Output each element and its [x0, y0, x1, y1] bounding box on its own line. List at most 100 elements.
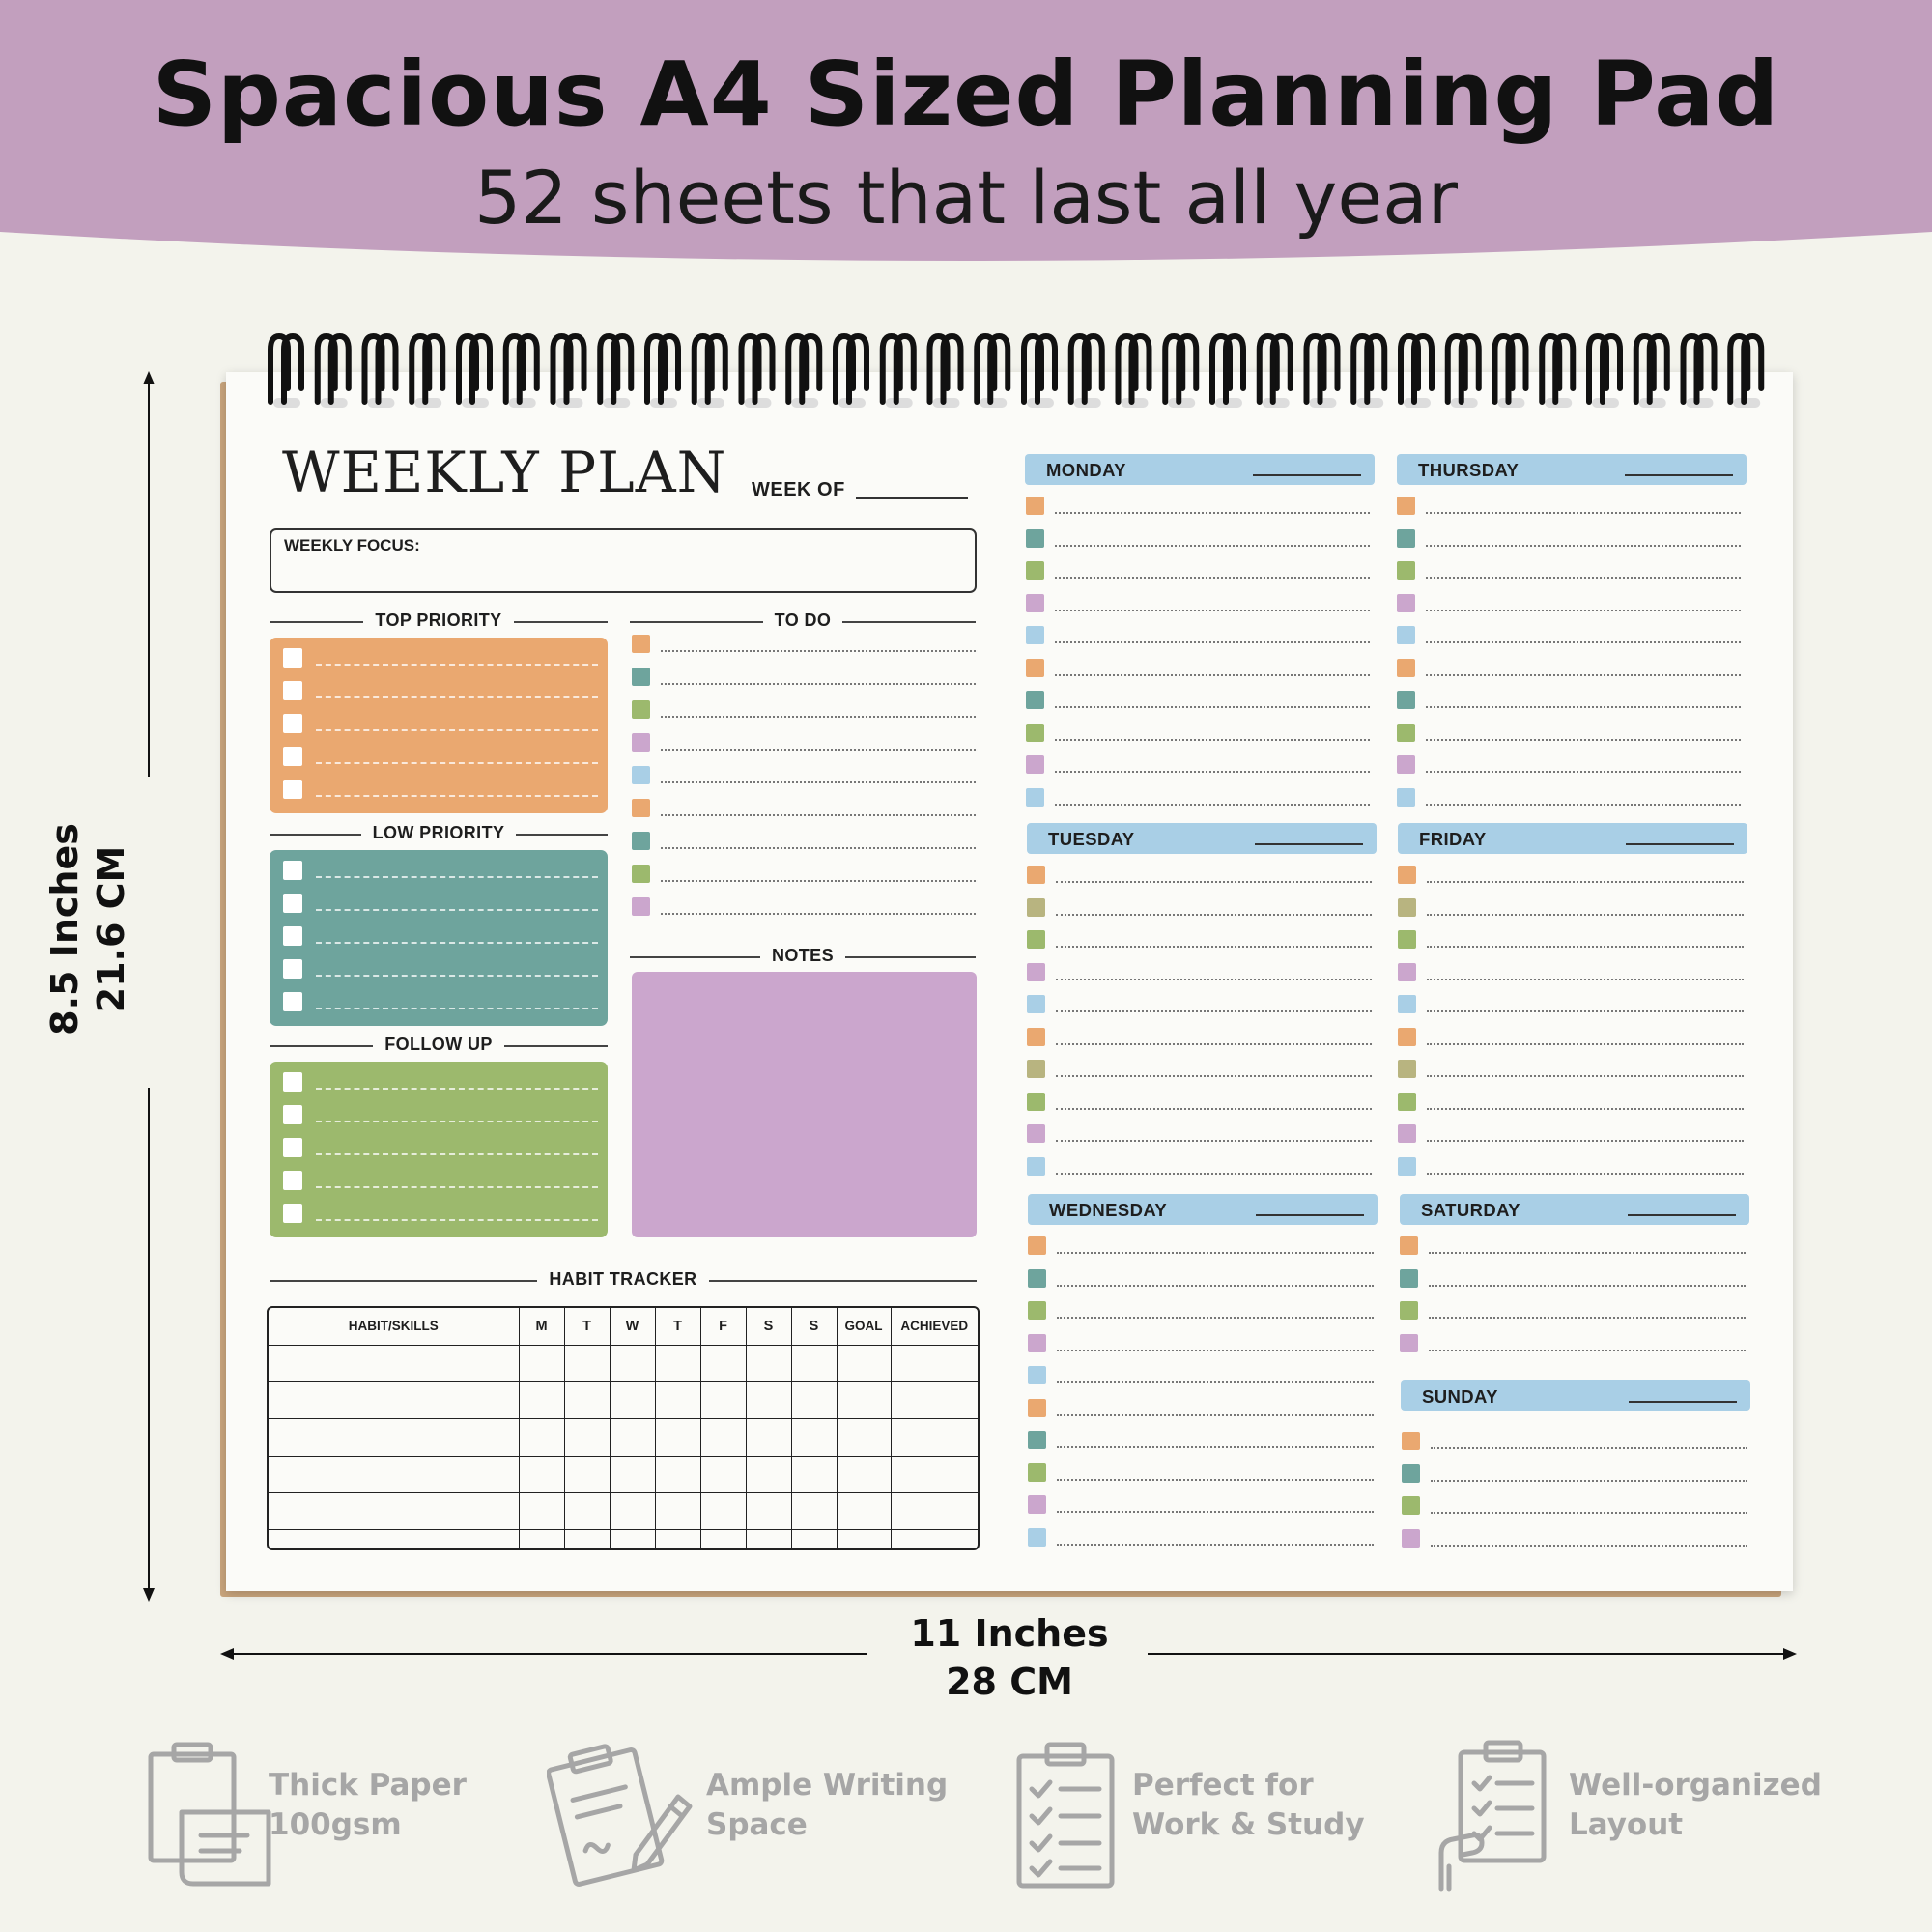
writing-line[interactable] — [1055, 803, 1370, 806]
writing-line[interactable] — [1055, 577, 1370, 579]
writing-line[interactable] — [316, 664, 598, 666]
writing-line[interactable] — [1055, 706, 1370, 708]
habit-cell[interactable] — [699, 1380, 747, 1420]
writing-line[interactable] — [1427, 913, 1744, 916]
habit-cell[interactable] — [269, 1380, 520, 1420]
writing-line[interactable] — [1429, 1252, 1746, 1254]
habit-cell[interactable] — [790, 1529, 838, 1548]
writing-line[interactable] — [1431, 1479, 1747, 1482]
habit-cell[interactable] — [518, 1418, 565, 1457]
habit-cell[interactable] — [654, 1418, 701, 1457]
writing-line[interactable] — [1426, 609, 1741, 611]
habit-cell[interactable] — [269, 1529, 520, 1548]
habit-cell[interactable] — [518, 1529, 565, 1548]
writing-line[interactable] — [1429, 1349, 1746, 1351]
habit-cell[interactable] — [890, 1492, 978, 1531]
habit-cell[interactable] — [790, 1418, 838, 1457]
writing-line[interactable] — [1427, 1172, 1744, 1175]
writing-line[interactable] — [1427, 1010, 1744, 1012]
habit-cell[interactable] — [609, 1529, 656, 1548]
habit-cell[interactable] — [745, 1529, 792, 1548]
writing-line[interactable] — [316, 1121, 598, 1122]
writing-line[interactable] — [1426, 544, 1741, 547]
writing-line[interactable] — [1427, 1107, 1744, 1110]
writing-line[interactable] — [316, 729, 598, 731]
habit-cell[interactable] — [790, 1455, 838, 1493]
writing-line[interactable] — [1057, 1349, 1374, 1351]
checkbox[interactable] — [283, 648, 302, 668]
writing-line[interactable] — [316, 762, 598, 764]
writing-line[interactable] — [1056, 1010, 1372, 1012]
checkbox[interactable] — [283, 1105, 302, 1124]
habit-cell[interactable] — [269, 1418, 520, 1457]
habit-cell[interactable] — [890, 1380, 978, 1420]
writing-line[interactable] — [1055, 738, 1370, 741]
habit-cell[interactable] — [609, 1344, 656, 1382]
checkbox[interactable] — [283, 747, 302, 766]
writing-line[interactable] — [661, 683, 976, 685]
habit-cell[interactable] — [654, 1492, 701, 1531]
writing-line[interactable] — [1056, 1172, 1372, 1175]
habit-cell[interactable] — [563, 1380, 611, 1420]
habit-cell[interactable] — [699, 1344, 747, 1382]
habit-cell[interactable] — [269, 1455, 520, 1493]
writing-line[interactable] — [661, 781, 976, 783]
habit-cell[interactable] — [836, 1529, 892, 1548]
habit-cell[interactable] — [563, 1492, 611, 1531]
habit-cell[interactable] — [654, 1455, 701, 1493]
habit-cell[interactable] — [563, 1529, 611, 1548]
writing-line[interactable] — [1431, 1544, 1747, 1547]
writing-line[interactable] — [1055, 544, 1370, 547]
writing-line[interactable] — [1431, 1512, 1747, 1514]
writing-line[interactable] — [1056, 1042, 1372, 1045]
habit-cell[interactable] — [654, 1344, 701, 1382]
writing-line[interactable] — [316, 975, 598, 977]
habit-cell[interactable] — [745, 1492, 792, 1531]
writing-line[interactable] — [661, 749, 976, 751]
writing-line[interactable] — [1057, 1317, 1374, 1319]
writing-line[interactable] — [1429, 1284, 1746, 1287]
checkbox[interactable] — [283, 894, 302, 913]
writing-line[interactable] — [316, 696, 598, 698]
checkbox[interactable] — [283, 861, 302, 880]
habit-cell[interactable] — [745, 1380, 792, 1420]
checkbox[interactable] — [283, 1204, 302, 1223]
writing-line[interactable] — [1057, 1478, 1374, 1481]
writing-line[interactable] — [1426, 641, 1741, 643]
checkbox[interactable] — [283, 714, 302, 733]
writing-line[interactable] — [1057, 1252, 1374, 1254]
habit-cell[interactable] — [518, 1455, 565, 1493]
writing-line[interactable] — [316, 876, 598, 878]
writing-line[interactable] — [316, 942, 598, 944]
writing-line[interactable] — [661, 814, 976, 816]
writing-line[interactable] — [1429, 1317, 1746, 1319]
habit-cell[interactable] — [890, 1344, 978, 1382]
checkbox[interactable] — [283, 1138, 302, 1157]
habit-cell[interactable] — [836, 1344, 892, 1382]
writing-line[interactable] — [316, 1153, 598, 1155]
writing-line[interactable] — [1056, 1075, 1372, 1077]
writing-line[interactable] — [1057, 1446, 1374, 1448]
habit-cell[interactable] — [790, 1344, 838, 1382]
writing-line[interactable] — [661, 650, 976, 652]
writing-line[interactable] — [1427, 978, 1744, 980]
habit-cell[interactable] — [890, 1529, 978, 1548]
writing-line[interactable] — [1056, 946, 1372, 948]
writing-line[interactable] — [1426, 512, 1741, 514]
habit-cell[interactable] — [836, 1380, 892, 1420]
habit-cell[interactable] — [518, 1344, 565, 1382]
habit-cell[interactable] — [518, 1492, 565, 1531]
writing-line[interactable] — [1427, 881, 1744, 883]
habit-cell[interactable] — [890, 1455, 978, 1493]
habit-cell[interactable] — [563, 1344, 611, 1382]
habit-cell[interactable] — [790, 1380, 838, 1420]
checkbox[interactable] — [283, 780, 302, 799]
writing-line[interactable] — [1426, 577, 1741, 579]
writing-line[interactable] — [1057, 1381, 1374, 1383]
writing-line[interactable] — [1426, 771, 1741, 773]
writing-line[interactable] — [1427, 1075, 1744, 1077]
writing-line[interactable] — [316, 1008, 598, 1009]
habit-cell[interactable] — [699, 1418, 747, 1457]
checkbox[interactable] — [283, 1171, 302, 1190]
writing-line[interactable] — [1426, 673, 1741, 676]
